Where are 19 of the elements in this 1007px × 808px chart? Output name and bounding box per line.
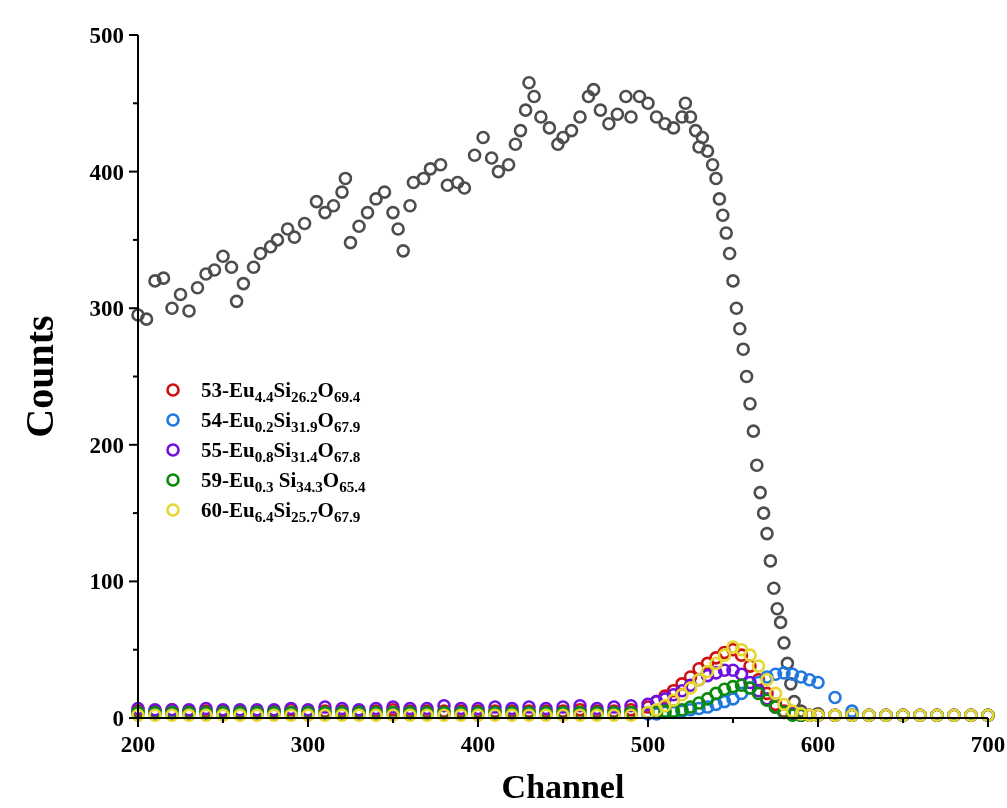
y-tick-label: 400 [89,159,124,185]
y-tick-label: 300 [89,296,124,322]
y-tick-label: 100 [89,569,124,595]
y-tick-label: 200 [89,432,124,458]
x-tick-label: 200 [120,732,156,757]
x-axis-title: Channel [501,768,625,805]
x-tick-label: 400 [460,732,496,757]
y-tick-label: 500 [89,23,124,49]
legend-label: 54-Eu$_{0.2}$Si$_{31.9}$O$_{67.9}$ [201,408,361,435]
y-axis-title: Counts [17,315,62,438]
legend-label: 53-Eu$_{4.4}$Si$_{26.2}$O$_{69.4}$ [201,378,361,405]
x-tick-label: 300 [290,732,326,757]
legend-label: 55-Eu$_{0.8}$Si$_{31.4}$O$_{67.8}$ [201,438,361,465]
x-tick-label: 600 [800,732,836,757]
x-tick-label: 500 [630,732,666,757]
x-tick-label: 700 [970,732,1006,757]
legend-label: 60-Eu$_{6.4}$Si$_{25.7}$O$_{67.9}$ [201,498,361,525]
y-tick-label: 0 [112,706,124,732]
legend-label: 59-Eu$_{0.3}$ Si$_{34.3}$O$_{65.4}$ [201,468,367,495]
